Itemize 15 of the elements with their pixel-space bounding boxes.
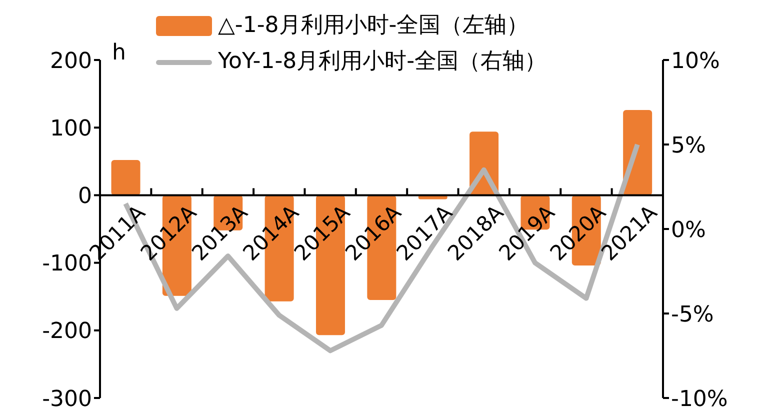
y2-tick-label: 5% (671, 133, 706, 158)
y2-tick-label: 10% (671, 48, 720, 74)
y-axis-title: h (112, 40, 126, 66)
y-tick-label: -300 (42, 386, 92, 412)
legend-label: YoY-1-8月利用小时-全国（右轴） (218, 48, 547, 76)
bar (111, 160, 140, 196)
y-tick-label: 100 (50, 116, 92, 142)
y-tick-label: 200 (50, 48, 92, 74)
y-tick-label: 0 (78, 184, 92, 210)
y2-tick-label: -5% (671, 302, 714, 328)
y-tick-label: -200 (42, 319, 92, 344)
legend-label: △-1-8月利用小时-全国（左轴） (218, 12, 529, 40)
y2-tick-label: 0% (671, 218, 706, 243)
y2-tick-label: -10% (671, 386, 728, 412)
y-tick-label: -100 (42, 252, 92, 277)
